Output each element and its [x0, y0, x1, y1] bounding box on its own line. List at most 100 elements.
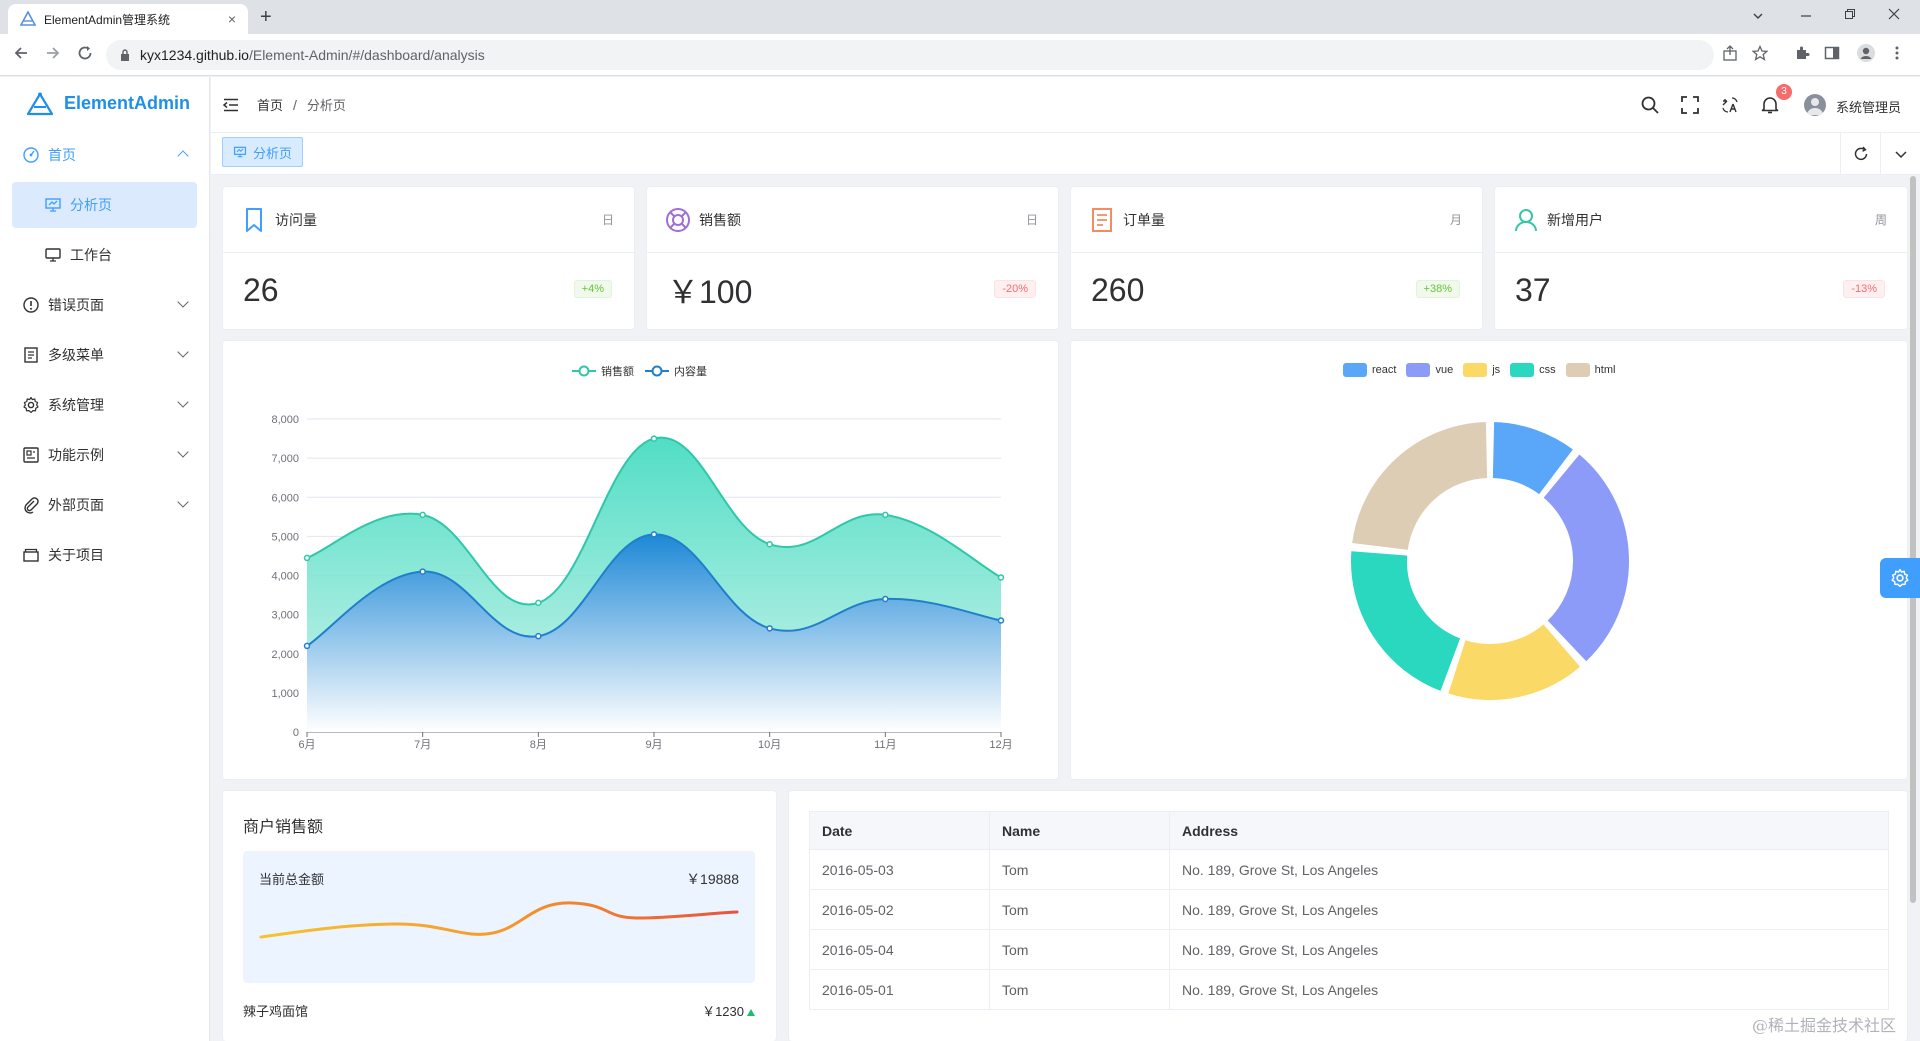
legend-item-css[interactable]: css [1510, 363, 1556, 377]
sidebar-item-error-pages[interactable]: 错误页面 [0, 280, 209, 330]
cell-address: No. 189, Grove St, Los Angeles [1169, 889, 1889, 930]
stat-value: 26 [243, 271, 279, 308]
stat-period: 日 [601, 213, 614, 227]
legend-item-js[interactable]: js [1463, 363, 1500, 377]
sidebar-item-examples[interactable]: 功能示例 [0, 430, 209, 480]
legend-item-react[interactable]: react [1343, 363, 1396, 377]
refresh-button[interactable] [1840, 133, 1880, 175]
column-header-date[interactable]: Date [809, 811, 990, 850]
cell-date: 2016-05-02 [809, 889, 990, 930]
data-point [419, 511, 426, 519]
sidebar-item-multi-menu[interactable]: 多级菜单 [0, 330, 209, 380]
cell-name: Tom [989, 929, 1170, 970]
app-favicon-icon [20, 11, 36, 26]
notification-badge: 3 [1776, 84, 1792, 100]
browser-tab[interactable]: ElementAdmin管理系统 × [8, 4, 248, 34]
sparkline-path [259, 901, 739, 939]
merchant-sales-card: 商户销售额 当前总金额 ￥19888 辣子鸡面馆 ￥1230 [222, 790, 777, 1041]
reload-icon[interactable] [76, 44, 94, 62]
logo-text: ElementAdmin [64, 93, 191, 113]
search-icon[interactable] [1640, 95, 1660, 115]
data-point [766, 625, 773, 632]
new-tab-button[interactable]: + [260, 6, 272, 28]
merchant-summary: 当前总金额 ￥19888 [243, 851, 755, 983]
legend-label: css [1539, 364, 1556, 376]
y-tick-label: 6,000 [271, 492, 299, 504]
back-icon[interactable] [12, 44, 30, 62]
legend-line-marker [645, 365, 669, 377]
avatar[interactable] [1804, 94, 1826, 116]
more-menu-icon[interactable] [1894, 45, 1900, 61]
y-tick-label: 2,000 [271, 649, 299, 661]
forward-icon[interactable] [44, 44, 62, 62]
restore-icon[interactable] [1844, 8, 1856, 20]
username[interactable]: 系统管理员 [1836, 100, 1902, 115]
y-tick-label: 7,000 [271, 453, 299, 465]
bell-icon[interactable] [1760, 95, 1780, 115]
legend-label: html [1594, 364, 1616, 376]
profile-icon[interactable] [1856, 43, 1876, 63]
column-header-name[interactable]: Name [989, 811, 1170, 850]
url-host: kyx1234.github.io [140, 47, 249, 63]
legend-swatch [1510, 363, 1535, 377]
logo[interactable]: ElementAdmin [0, 77, 209, 130]
sidebar-item-system[interactable]: 系统管理 [0, 380, 209, 430]
donut-chart [1349, 420, 1631, 702]
tag-analysis[interactable]: 分析页 [222, 137, 304, 167]
y-tick-label: 3,000 [271, 610, 299, 622]
x-tick-label: 10月 [758, 739, 781, 751]
data-table: Date Name Address 2016-05-03 Tom No. 189… [809, 811, 1889, 1010]
merchant-row[interactable]: 辣子鸡面馆 ￥1230 [243, 1001, 755, 1020]
close-window-icon[interactable] [1888, 8, 1900, 20]
legend-item-content[interactable]: 内容量 [644, 363, 707, 379]
side-panel-icon[interactable] [1824, 45, 1840, 61]
sidebar-item-external[interactable]: 外部页面 [0, 480, 209, 530]
sidebar-item-home[interactable]: 首页 [0, 130, 209, 180]
table-row[interactable]: 2016-05-04 Tom No. 189, Grove St, Los An… [809, 929, 1889, 970]
lock-icon[interactable] [120, 49, 130, 61]
legend-item-sales[interactable]: 销售额 [571, 363, 634, 379]
collapse-menu-icon[interactable] [223, 98, 239, 112]
warning-icon [22, 296, 40, 314]
extensions-icon[interactable] [1794, 45, 1810, 61]
sidebar-item-about[interactable]: 关于项目 [0, 530, 209, 580]
y-tick-label: 8,000 [271, 414, 299, 426]
series-area [307, 534, 1001, 732]
table-row[interactable]: 2016-05-01 Tom No. 189, Grove St, Los An… [809, 969, 1889, 1010]
url-field[interactable]: kyx1234.github.io/Element-Admin/#/dashbo… [106, 40, 1714, 70]
language-icon[interactable] [1720, 95, 1740, 115]
fullscreen-icon[interactable] [1680, 95, 1700, 115]
tab-close-icon[interactable]: × [227, 11, 236, 27]
legend-swatch [1463, 363, 1488, 377]
legend-item-vue[interactable]: vue [1406, 363, 1453, 377]
gear-icon [22, 396, 40, 414]
x-tick-label: 11月 [874, 739, 896, 751]
gear-icon [1891, 568, 1909, 588]
stat-change-badge: -13% [1843, 280, 1885, 298]
total-label: 当前总金额 [259, 872, 325, 887]
bookmark-star-icon[interactable] [1752, 45, 1768, 61]
stat-value: 37 [1515, 271, 1551, 308]
tab-search-icon[interactable] [1752, 10, 1764, 22]
share-icon[interactable] [1722, 45, 1738, 61]
breadcrumb-home[interactable]: 首页 [257, 98, 284, 113]
x-tick-label: 8月 [530, 739, 547, 751]
table-row[interactable]: 2016-05-02 Tom No. 189, Grove St, Los An… [809, 889, 1889, 930]
page-scrollbar[interactable] [1910, 176, 1916, 903]
settings-button[interactable] [1880, 558, 1920, 598]
x-tick-label: 9月 [645, 739, 662, 751]
legend-item-html[interactable]: html [1565, 363, 1616, 377]
chevron-down-icon [1894, 151, 1907, 159]
sidebar-item-analysis[interactable]: 分析页 [12, 182, 197, 228]
cell-name: Tom [989, 969, 1170, 1010]
chevron-down-icon [177, 446, 189, 458]
tags-dropdown-button[interactable] [1880, 133, 1920, 175]
column-header-address[interactable]: Address [1169, 811, 1889, 850]
table-row[interactable]: 2016-05-03 Tom No. 189, Grove St, Los An… [809, 849, 1889, 890]
url-path: /Element-Admin/#/dashboard/analysis [248, 47, 485, 63]
sidebar-item-workbench[interactable]: 工作台 [0, 230, 209, 280]
stat-period: 周 [1874, 213, 1887, 227]
merchant-row-value: ￥1230 [702, 1004, 744, 1019]
minimize-icon[interactable] [1800, 12, 1812, 20]
x-tick-label: 7月 [414, 739, 431, 751]
